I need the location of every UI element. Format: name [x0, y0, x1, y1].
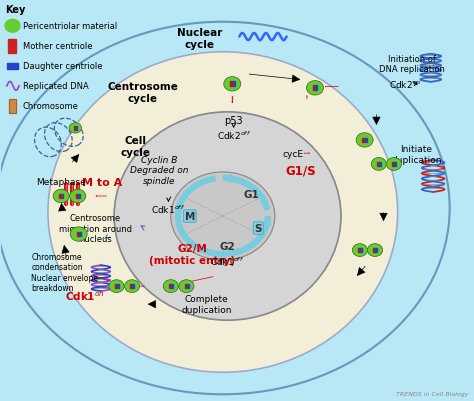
Text: Centrosome
migration around
nucleus: Centrosome migration around nucleus: [59, 214, 132, 243]
Text: M to A: M to A: [82, 178, 122, 188]
Text: Cdk2$^{on}$: Cdk2$^{on}$: [389, 79, 421, 90]
Circle shape: [171, 172, 275, 260]
Bar: [360, 248, 362, 253]
Bar: [358, 248, 360, 253]
Circle shape: [125, 280, 140, 293]
Text: Daughter centriole: Daughter centriole: [23, 62, 102, 71]
Text: Cdk1$^{off}$: Cdk1$^{off}$: [151, 203, 185, 215]
Bar: [363, 138, 365, 143]
Bar: [8, 39, 16, 54]
Ellipse shape: [48, 53, 398, 373]
Bar: [392, 162, 394, 166]
Bar: [130, 284, 132, 288]
Bar: [59, 194, 61, 199]
Bar: [169, 284, 171, 288]
Bar: [115, 284, 117, 288]
Text: Mother centriole: Mother centriole: [23, 42, 92, 51]
Text: G1: G1: [243, 190, 259, 199]
Text: Key: Key: [5, 5, 26, 15]
Bar: [76, 127, 77, 130]
Ellipse shape: [114, 113, 341, 320]
Text: p53: p53: [224, 115, 243, 126]
Text: G1/S: G1/S: [285, 164, 316, 177]
Text: Complete
duplication: Complete duplication: [181, 295, 231, 314]
Circle shape: [224, 77, 241, 92]
Bar: [78, 194, 80, 199]
Bar: [377, 162, 379, 166]
Bar: [9, 99, 16, 114]
Bar: [233, 82, 235, 87]
Bar: [7, 63, 18, 70]
Circle shape: [109, 280, 124, 293]
Circle shape: [53, 190, 69, 203]
Text: M: M: [184, 211, 195, 221]
Bar: [76, 232, 79, 237]
Bar: [230, 82, 232, 87]
Text: S: S: [255, 223, 262, 233]
Circle shape: [352, 244, 367, 257]
Text: Pericentriolar material: Pericentriolar material: [23, 22, 117, 31]
Bar: [132, 284, 134, 288]
Bar: [315, 86, 318, 91]
Text: Initiation of
DNA replication: Initiation of DNA replication: [379, 55, 445, 74]
Bar: [373, 248, 375, 253]
Bar: [117, 284, 118, 288]
Bar: [394, 162, 396, 166]
Circle shape: [356, 134, 373, 148]
Bar: [375, 248, 377, 253]
Text: Metaphase: Metaphase: [36, 178, 86, 187]
Circle shape: [70, 190, 86, 203]
Ellipse shape: [0, 23, 450, 394]
Bar: [187, 284, 189, 288]
Text: Cdk2$^{off}$: Cdk2$^{off}$: [217, 130, 251, 142]
Bar: [171, 284, 173, 288]
Bar: [9, 99, 16, 114]
Circle shape: [367, 244, 383, 257]
Bar: [184, 284, 186, 288]
Circle shape: [70, 227, 87, 242]
Text: Cyclin B
Degraded on
spindle: Cyclin B Degraded on spindle: [130, 156, 188, 185]
Text: Cell
cycle: Cell cycle: [120, 136, 150, 157]
Bar: [74, 127, 75, 130]
Text: Chromosome: Chromosome: [23, 102, 79, 111]
Circle shape: [371, 158, 386, 171]
Bar: [62, 194, 64, 199]
Circle shape: [69, 124, 82, 134]
Bar: [79, 232, 81, 237]
Text: Initiate
duplication: Initiate duplication: [392, 145, 442, 164]
Text: TRENDS in Cell Biology: TRENDS in Cell Biology: [396, 391, 469, 396]
Text: Chromosome
condensation
Nuclear envelope
breakdown: Chromosome condensation Nuclear envelope…: [31, 252, 99, 292]
Text: Centrosome
cycle: Centrosome cycle: [107, 82, 178, 103]
Text: G2/M
(mitotic entry): G2/M (mitotic entry): [149, 244, 235, 265]
Circle shape: [179, 280, 194, 293]
Text: Cdk1$^{on}$: Cdk1$^{on}$: [65, 290, 105, 302]
Text: Replicated DNA: Replicated DNA: [23, 82, 89, 91]
Circle shape: [307, 81, 323, 96]
Circle shape: [386, 158, 401, 171]
Bar: [379, 162, 381, 166]
Bar: [76, 194, 78, 199]
Bar: [365, 138, 367, 143]
Text: cycE: cycE: [283, 149, 303, 158]
Circle shape: [5, 20, 20, 33]
Text: G2: G2: [219, 241, 236, 251]
Circle shape: [163, 280, 178, 293]
Text: Cdk1$^{off}$: Cdk1$^{off}$: [210, 255, 244, 267]
Text: Nuclear
cycle: Nuclear cycle: [176, 28, 222, 49]
Bar: [313, 86, 315, 91]
